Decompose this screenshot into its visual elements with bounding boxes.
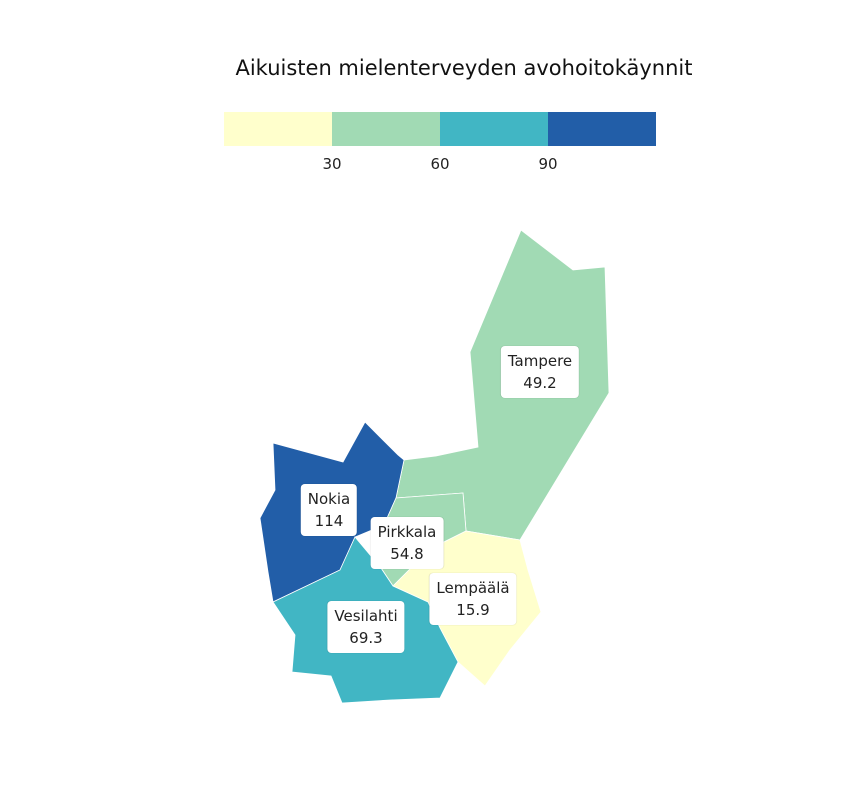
label-vesilahti: Vesilahti 69.3 bbox=[327, 601, 405, 653]
label-pirkkala: Pirkkala 54.8 bbox=[370, 517, 444, 569]
legend-tick-30: 30 bbox=[322, 155, 342, 173]
label-tampere: Tampere 49.2 bbox=[500, 346, 580, 398]
label-lempaala: Lempäälä 15.9 bbox=[429, 573, 517, 625]
legend-tick-60: 60 bbox=[430, 155, 450, 173]
map-title: Aikuisten mielenterveyden avohoitokäynni… bbox=[235, 56, 693, 80]
legend-swatch-4 bbox=[548, 112, 656, 146]
legend-swatch-1 bbox=[224, 112, 332, 146]
color-legend bbox=[224, 112, 656, 146]
legend-tick-90: 90 bbox=[538, 155, 558, 173]
legend-swatch-2 bbox=[332, 112, 440, 146]
label-nokia: Nokia 114 bbox=[300, 484, 358, 536]
legend-swatch-3 bbox=[440, 112, 548, 146]
